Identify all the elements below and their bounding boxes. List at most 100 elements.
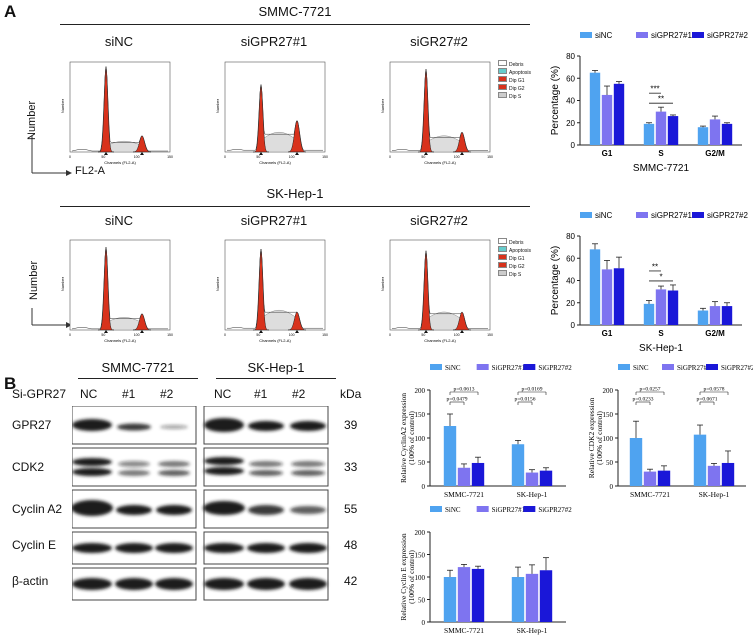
flow-histogram-smmc-si1: Number Channels (FL2-A) 0 50 100 150 <box>215 56 333 168</box>
p-value-label: p=0.0156 <box>515 397 536 403</box>
legend-swatch <box>636 32 648 38</box>
flow-tick: 50 <box>421 155 425 159</box>
chart-a-skhep: siNC siGPR27#1 siGPR27#2 0 20 40 60 80 Percentag… <box>548 208 748 363</box>
y-tick-label: 0 <box>422 483 426 491</box>
row1-title: SMMC-7721 <box>258 4 332 19</box>
y-tick-label: 200 <box>415 529 426 537</box>
bar <box>471 568 485 622</box>
y-tick-label: 40 <box>566 277 575 286</box>
flow-ylabel: Number <box>380 276 385 291</box>
y-axis-label: Number <box>28 260 40 300</box>
protein-label: GPR27 <box>12 418 52 432</box>
flow-tick: 100 <box>289 333 295 337</box>
bar <box>613 83 625 145</box>
flow-tick: 50 <box>256 155 260 159</box>
legend-label: SiNC <box>445 506 461 514</box>
x-tick-label: SMMC-7721 <box>630 490 670 499</box>
y-tick-label: 150 <box>415 411 426 419</box>
flow-tick: 150 <box>167 333 173 337</box>
flow-ylabel: Number <box>380 98 385 113</box>
bar <box>525 472 539 486</box>
legend-label: siNC <box>595 31 613 40</box>
y-tick-label: 100 <box>415 574 426 582</box>
y-tick-label: 60 <box>566 254 575 263</box>
bar <box>511 444 525 486</box>
cond-label: siNC <box>104 34 134 49</box>
legend-label: SiGPR27#1 <box>492 364 526 372</box>
lane-label: #2 <box>292 387 306 401</box>
flow-tick: 150 <box>167 155 173 159</box>
protein-label: β-actin <box>12 574 49 588</box>
significance-label: *** <box>650 85 659 94</box>
x-tick-label: SMMC-7721 <box>444 626 484 635</box>
y-tick-label: 0 <box>422 619 426 627</box>
axis-arrows <box>31 136 72 176</box>
bar <box>601 94 613 145</box>
legend-label: SiNC <box>445 364 461 372</box>
bar <box>539 470 553 486</box>
flow-ylabel: Number <box>215 276 220 291</box>
kda-value: 42 <box>344 574 358 588</box>
legend-swatch <box>476 364 489 370</box>
significance-label: ** <box>658 95 664 104</box>
flow-tick: 100 <box>454 333 460 337</box>
row1-title-line <box>60 24 530 25</box>
flow-histogram-skhep-si2: Number Channels (FL2-A) 0 50 100 150 <box>380 234 498 346</box>
legend-swatch <box>430 364 442 370</box>
bar <box>721 306 733 325</box>
y-axis-label: Relative Cyclin E expression <box>399 533 408 621</box>
legend-label: SiGPR27#2 <box>538 506 572 514</box>
y-tick-label: 200 <box>415 387 426 395</box>
flow-xlabel: Channels (FL2-A) <box>104 160 136 165</box>
chart-b-cyclina2: SiNC SiGPR27#1 SiGPR27#2 0 50 100 150 200 Relati… <box>392 360 572 502</box>
legend-label: siGPR27#2 <box>707 31 748 40</box>
bar <box>443 577 457 622</box>
legend-label: siGPR27#2 <box>707 211 748 220</box>
p-value-label: p=0.0613 <box>454 387 475 393</box>
legend-swatch <box>580 32 592 38</box>
y-tick-label: 80 <box>566 52 575 61</box>
y-tick-label: 0 <box>571 141 576 150</box>
flow-xlabel: Channels (FL2-A) <box>259 160 291 165</box>
bar <box>457 467 471 486</box>
bar <box>629 438 643 486</box>
y-tick-label: 150 <box>603 411 614 419</box>
flow-tick: 0 <box>69 333 71 337</box>
x-tick-label: S <box>658 149 664 158</box>
chart-a-smmc: siNC siGPR27#1 siGPR27#2 0 20 40 60 80 Percentag… <box>548 28 748 183</box>
flow-tick: 50 <box>101 333 105 337</box>
p-value-label: p=0.0233 <box>633 397 654 403</box>
kda-value: 33 <box>344 460 358 474</box>
bar <box>525 573 539 622</box>
y-tick-label: 100 <box>415 435 426 443</box>
bar <box>589 72 601 145</box>
x-tick-label: G2/M <box>705 329 725 338</box>
kda-value: 55 <box>344 502 358 516</box>
p-value-label: p=0.0479 <box>447 397 468 403</box>
legend-label: SiGPR27#1 <box>492 506 526 514</box>
axis-arrows <box>31 308 72 328</box>
y-axis-label: Number <box>26 100 38 140</box>
x-axis-label: SMMC-7721 <box>633 163 690 174</box>
flow-tick: 0 <box>389 155 391 159</box>
bar <box>697 127 709 145</box>
y-tick-label: 80 <box>566 232 575 241</box>
bar <box>643 471 657 486</box>
x-tick-label: SK-Hep-1 <box>517 490 548 499</box>
y-tick-label: 20 <box>566 299 575 308</box>
x-tick-label: G1 <box>602 149 613 158</box>
flow-tick: 0 <box>69 155 71 159</box>
legend-label: siNC <box>595 211 613 220</box>
bar <box>721 123 733 145</box>
kda-value: 39 <box>344 418 358 432</box>
flow-xlabel: Channels (FL2-A) <box>424 338 456 343</box>
wb-cell-line-2: SK-Hep-1 <box>247 360 305 375</box>
panel-letter-a: A <box>4 2 17 21</box>
y-tick-label: 60 <box>566 74 575 83</box>
flow-xlabel: Channels (FL2-A) <box>424 160 456 165</box>
cond-label: siGR27#2 <box>410 213 468 228</box>
bar <box>539 570 553 622</box>
legend-swatch <box>618 364 630 370</box>
bar <box>693 434 707 486</box>
legend-label: SiGPR27#2 <box>721 364 753 372</box>
